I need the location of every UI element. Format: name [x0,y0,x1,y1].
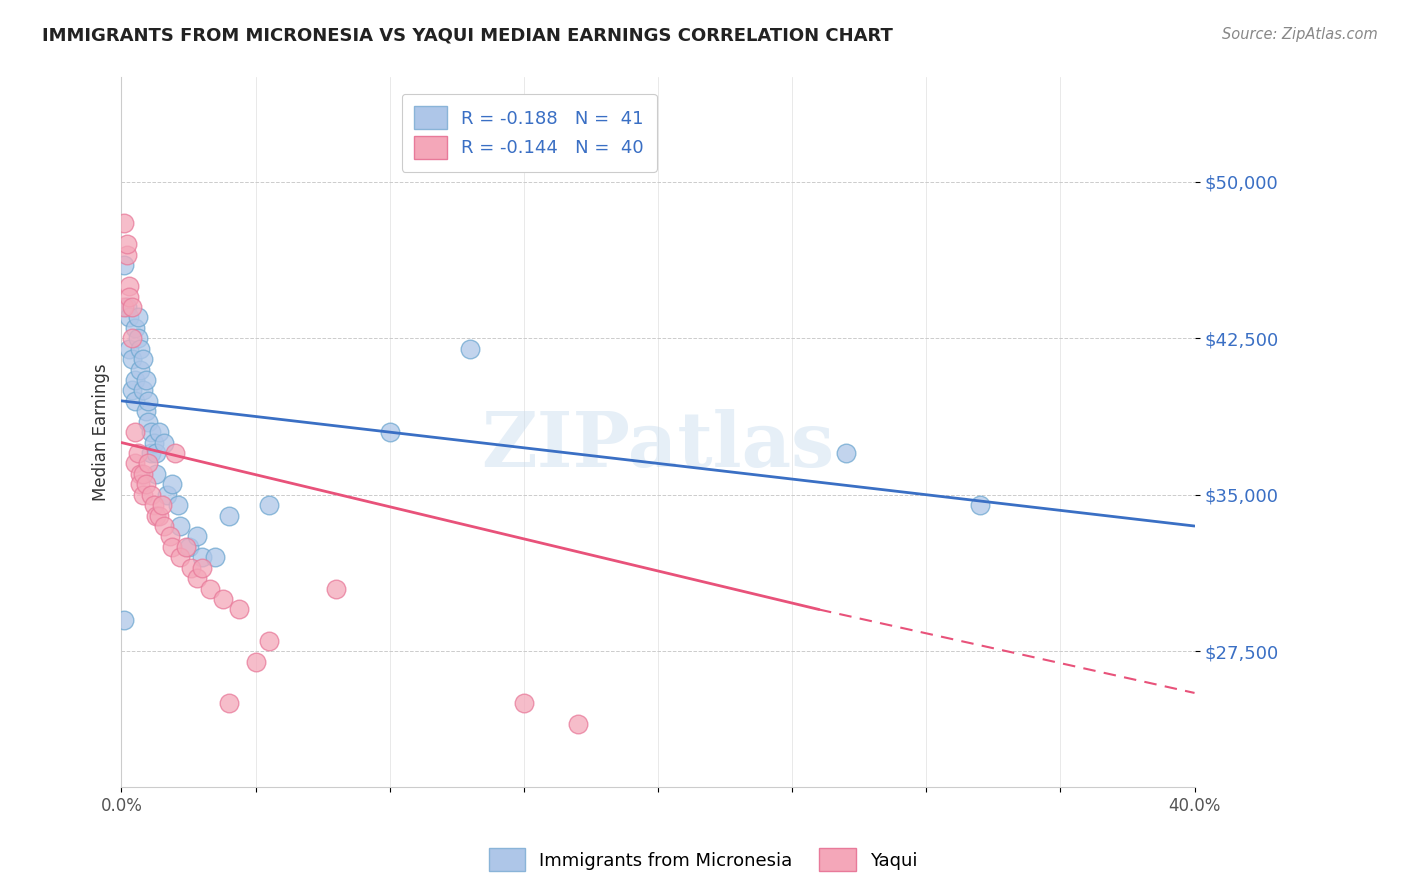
Point [177,540,200,554]
Point [169,550,191,565]
Point [228,602,250,616]
Point [121,331,143,345]
Point [135,373,157,387]
Point [118,310,141,325]
Point [150,498,173,512]
Point [567,717,589,731]
Point [112,300,135,314]
Point [124,321,146,335]
Point [118,279,141,293]
Point [159,529,181,543]
Point [118,342,141,356]
Point [325,582,347,596]
Point [136,393,159,408]
Point [132,467,155,481]
Text: ZIPatlas: ZIPatlas [481,409,835,483]
Point [257,498,280,512]
Point [121,352,143,367]
Point [124,373,146,387]
Point [166,498,188,512]
Point [174,540,197,554]
Point [129,477,152,491]
Point [121,384,143,398]
Point [139,446,162,460]
Point [257,633,280,648]
Point [969,498,991,512]
Legend: Immigrants from Micronesia, Yaqui: Immigrants from Micronesia, Yaqui [481,841,925,879]
Point [127,331,149,345]
Point [124,425,146,439]
Point [191,561,214,575]
Point [458,342,481,356]
Legend: R = -0.188   N =  41, R = -0.144   N =  40: R = -0.188 N = 41, R = -0.144 N = 40 [402,94,657,171]
Point [112,258,135,272]
Point [124,457,146,471]
Point [378,425,401,439]
Point [135,477,157,491]
Y-axis label: Median Earnings: Median Earnings [93,363,110,501]
Point [132,384,155,398]
Point [142,435,165,450]
Point [132,352,155,367]
Point [218,508,240,523]
Point [513,697,536,711]
Point [180,561,202,575]
Point [148,425,170,439]
Point [169,519,191,533]
Point [145,508,167,523]
Point [112,217,135,231]
Point [153,519,176,533]
Point [115,237,138,252]
Point [129,362,152,376]
Text: Source: ZipAtlas.com: Source: ZipAtlas.com [1222,27,1378,42]
Text: IMMIGRANTS FROM MICRONESIA VS YAQUI MEDIAN EARNINGS CORRELATION CHART: IMMIGRANTS FROM MICRONESIA VS YAQUI MEDI… [42,27,893,45]
Point [121,300,143,314]
Point [186,529,208,543]
Point [162,540,184,554]
Point [124,393,146,408]
Point [139,488,162,502]
Point [191,550,214,565]
Point [148,508,170,523]
Point [136,457,159,471]
Point [186,571,208,585]
Point [218,697,240,711]
Point [245,655,267,669]
Point [139,425,162,439]
Point [127,446,149,460]
Point [118,289,141,303]
Point [198,582,221,596]
Point [165,446,187,460]
Point [835,446,858,460]
Point [129,467,152,481]
Point [142,498,165,512]
Point [132,488,155,502]
Point [212,592,235,607]
Point [145,467,167,481]
Point [112,613,135,627]
Point [153,435,176,450]
Point [129,342,152,356]
Point [136,415,159,429]
Point [145,446,167,460]
Point [156,488,179,502]
Point [115,300,138,314]
Point [115,248,138,262]
Point [204,550,226,565]
Point [127,310,149,325]
Point [162,477,184,491]
Point [135,404,157,418]
